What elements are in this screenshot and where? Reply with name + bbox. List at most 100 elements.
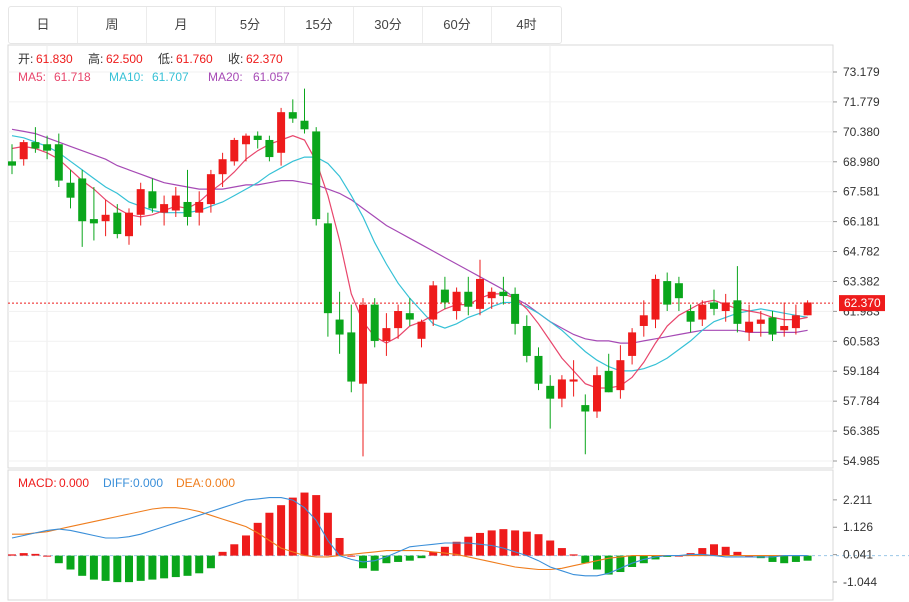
- macd-bar: [569, 554, 578, 556]
- macd-bar: [230, 544, 239, 556]
- candle: [335, 291, 344, 354]
- candle-body: [405, 313, 414, 320]
- macd-tick-label-0: 2.211: [843, 493, 872, 507]
- candle-body: [710, 302, 718, 309]
- candle-body: [721, 302, 730, 312]
- tab-60min[interactable]: 60分: [423, 7, 492, 43]
- candle-body: [756, 319, 765, 324]
- candle-body: [195, 201, 204, 213]
- candlesticks: [8, 88, 812, 457]
- macd-bar: [206, 555, 215, 569]
- tab-month[interactable]: 月: [147, 7, 216, 43]
- price-tick-label-3: 68.980: [843, 155, 880, 169]
- candle-body: [616, 360, 625, 391]
- candle: [499, 276, 508, 305]
- candle: [171, 187, 180, 217]
- candle: [382, 313, 391, 356]
- macd-bar: [417, 555, 426, 559]
- tab-5min[interactable]: 5分: [216, 7, 285, 43]
- macd-bar: [370, 555, 379, 571]
- candle-body: [171, 195, 180, 211]
- macd-bar: [218, 551, 227, 556]
- candle-body: [31, 142, 40, 149]
- candle: [347, 304, 356, 393]
- macd-bar: [604, 555, 613, 575]
- period-tabs: 日 周 月 5分 15分 30分 60分 4时: [8, 6, 562, 44]
- candle-body: [604, 370, 613, 393]
- high-value: 62.500: [106, 52, 143, 66]
- ma5-line: [11, 135, 808, 389]
- macd-bar: [335, 537, 344, 556]
- tab-4hour[interactable]: 4时: [516, 17, 537, 32]
- candle-body: [288, 112, 297, 119]
- candle: [604, 353, 613, 393]
- macd-bar: [546, 540, 555, 556]
- candle-body: [522, 325, 531, 356]
- candle-body: [265, 139, 274, 158]
- candle: [780, 302, 789, 337]
- tab-30min[interactable]: 30分: [354, 7, 423, 43]
- price-tick-label-6: 64.782: [843, 245, 880, 259]
- macd-panel-frame: [7, 469, 834, 601]
- candle-body: [768, 317, 777, 335]
- macd-bar: [511, 530, 520, 556]
- price-tick-label-11: 57.784: [843, 394, 880, 408]
- macd-bar: [66, 555, 75, 570]
- low-label: 低:: [158, 52, 173, 66]
- candle: [756, 311, 765, 337]
- macd-bar: [405, 555, 414, 561]
- macd-bar: [803, 555, 812, 561]
- macd-bar: [277, 505, 286, 556]
- candle-body: [780, 325, 789, 331]
- ma5-value: 61.718: [54, 70, 91, 84]
- candle-body: [359, 304, 367, 384]
- candle-body: [546, 385, 555, 399]
- macd-bar: [499, 529, 508, 556]
- candle-body: [183, 201, 192, 217]
- candle-body: [19, 142, 28, 160]
- macd-axis: 2.211 1.126 0.041 -1.044: [833, 493, 877, 589]
- macd-bar: [616, 555, 625, 573]
- candle: [686, 304, 695, 333]
- candle: [803, 300, 812, 316]
- macd-bar: [780, 555, 789, 564]
- close-label: 收:: [228, 52, 243, 66]
- candle: [511, 287, 520, 335]
- price-panel-frame: [7, 44, 834, 469]
- candle-body: [674, 283, 683, 299]
- candle-body: [277, 112, 286, 153]
- candle: [101, 199, 110, 237]
- macd-bar: [300, 492, 309, 556]
- candle: [733, 266, 742, 333]
- macd-bar: [148, 555, 157, 580]
- candle: [206, 169, 215, 213]
- open-value: 61.830: [36, 52, 73, 66]
- tab-week[interactable]: 周: [78, 7, 147, 43]
- candle-body: [745, 321, 754, 333]
- tab-15min[interactable]: 15分: [285, 7, 354, 43]
- candle: [113, 204, 122, 239]
- candle: [394, 304, 403, 339]
- low-value: 61.760: [176, 52, 213, 66]
- price-tick-label-5: 66.181: [843, 215, 880, 229]
- macd-bar: [382, 555, 391, 564]
- candle-body: [569, 379, 578, 382]
- macd-panel: [8, 492, 909, 583]
- macd-bar: [651, 555, 660, 560]
- candle: [557, 375, 566, 408]
- candle-body: [312, 131, 321, 220]
- candle: [218, 152, 227, 188]
- macd-bar: [710, 544, 718, 556]
- candle: [359, 298, 367, 457]
- price-tick-label-10: 59.184: [843, 364, 880, 378]
- candle: [312, 127, 321, 226]
- tab-day[interactable]: 日: [9, 7, 78, 43]
- macd-tick-label-2: 0.041: [843, 548, 873, 562]
- price-tick-label-12: 56.385: [843, 424, 880, 438]
- macd-bar: [347, 555, 356, 557]
- macd-tick-label-1: 1.126: [843, 520, 873, 534]
- macd-bar: [160, 555, 169, 579]
- candle: [616, 345, 625, 399]
- candle: [440, 276, 449, 309]
